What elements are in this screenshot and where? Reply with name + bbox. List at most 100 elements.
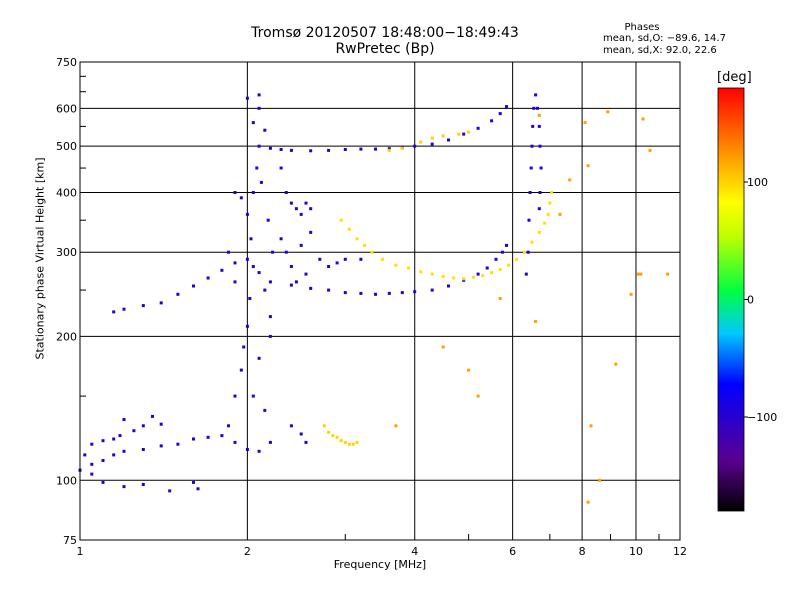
- data-point: [359, 291, 363, 295]
- data-point: [263, 128, 267, 132]
- data-point: [586, 500, 590, 504]
- y-tick-label: 500: [56, 140, 77, 153]
- data-point: [505, 243, 508, 247]
- data-point: [196, 487, 200, 491]
- data-point: [251, 394, 255, 398]
- data-point: [259, 180, 263, 184]
- data-point: [387, 291, 391, 295]
- x-tick-label: 6: [509, 545, 516, 558]
- data-point: [90, 442, 94, 446]
- data-point: [339, 218, 343, 222]
- y-tick-label: 200: [56, 330, 77, 343]
- data-point: [381, 257, 384, 261]
- data-point: [539, 166, 543, 170]
- data-point: [462, 132, 466, 136]
- data-point: [249, 237, 253, 241]
- data-point: [245, 96, 249, 100]
- data-point: [263, 408, 267, 412]
- data-point: [122, 418, 126, 421]
- data-point: [343, 148, 347, 151]
- data-point: [294, 207, 298, 211]
- data-point: [83, 453, 87, 457]
- chart-title: Tromsø 20120507 18:48:00−18:49:43: [251, 25, 519, 41]
- data-point: [498, 268, 502, 271]
- data-point: [289, 424, 293, 428]
- data-point: [471, 275, 475, 279]
- data-point: [233, 261, 237, 265]
- data-point: [248, 297, 252, 300]
- data-point: [245, 324, 249, 328]
- data-point: [589, 424, 593, 428]
- y-tick-label: 75: [63, 534, 77, 547]
- data-point: [387, 147, 391, 151]
- data-point: [327, 430, 331, 434]
- y-tick-label: 750: [56, 56, 77, 69]
- data-point: [339, 439, 343, 443]
- y-tick-label: 600: [56, 102, 77, 115]
- data-point: [648, 148, 652, 152]
- data-point: [485, 266, 489, 270]
- data-point: [206, 276, 210, 280]
- data-point: [413, 144, 417, 148]
- data-point: [343, 291, 347, 295]
- data-point: [413, 290, 417, 294]
- data-point: [476, 126, 480, 130]
- data-point: [251, 265, 255, 268]
- data-point: [294, 280, 298, 284]
- data-point: [132, 429, 136, 433]
- data-point: [322, 424, 326, 428]
- data-point: [528, 191, 532, 194]
- data-point: [122, 307, 126, 311]
- data-point: [407, 266, 411, 270]
- data-point: [192, 480, 195, 484]
- data-point: [327, 148, 331, 152]
- data-point: [490, 271, 494, 275]
- data-point: [251, 191, 255, 194]
- data-point: [309, 286, 313, 290]
- data-point: [233, 191, 237, 194]
- data-point: [266, 218, 270, 222]
- data-point: [239, 196, 243, 200]
- phases-x-stats: mean, sd,X: 92.0, 22.6: [603, 45, 717, 56]
- data-point: [374, 147, 377, 151]
- data-point: [363, 243, 367, 247]
- grid-lines: [80, 62, 680, 540]
- data-point: [159, 444, 163, 448]
- phases-o-stats: mean, sd,O: −89.6, 14.7: [603, 33, 726, 44]
- data-point: [233, 440, 237, 444]
- data-point: [268, 334, 272, 338]
- data-point: [245, 212, 249, 216]
- data-point: [452, 276, 456, 280]
- x-tick-label: 12: [673, 545, 687, 558]
- x-tick-label: 8: [579, 545, 586, 558]
- data-point: [101, 459, 105, 462]
- data-point: [245, 448, 249, 451]
- data-point: [430, 136, 434, 140]
- data-point: [522, 250, 526, 254]
- data-point: [583, 121, 587, 125]
- data-point: [550, 191, 554, 194]
- data-point: [101, 480, 105, 484]
- data-point: [268, 280, 272, 284]
- data-point: [279, 148, 283, 151]
- data-point: [289, 265, 293, 268]
- data-point: [192, 284, 195, 288]
- data-point: [498, 297, 502, 300]
- data-point: [112, 453, 116, 457]
- data-point: [507, 263, 511, 267]
- data-point: [419, 270, 423, 274]
- data-point: [268, 440, 272, 444]
- data-point: [359, 257, 363, 261]
- data-point: [526, 250, 530, 254]
- data-point: [304, 272, 308, 276]
- data-point: [331, 434, 335, 438]
- data-point: [289, 283, 293, 287]
- data-point: [536, 106, 539, 110]
- data-point: [90, 462, 94, 466]
- data-point: [299, 432, 303, 436]
- colorbar-ticks: 100 0 −100: [744, 176, 777, 424]
- data-point: [257, 106, 261, 110]
- data-point: [227, 250, 230, 254]
- data-point: [159, 422, 163, 426]
- data-point: [242, 345, 246, 349]
